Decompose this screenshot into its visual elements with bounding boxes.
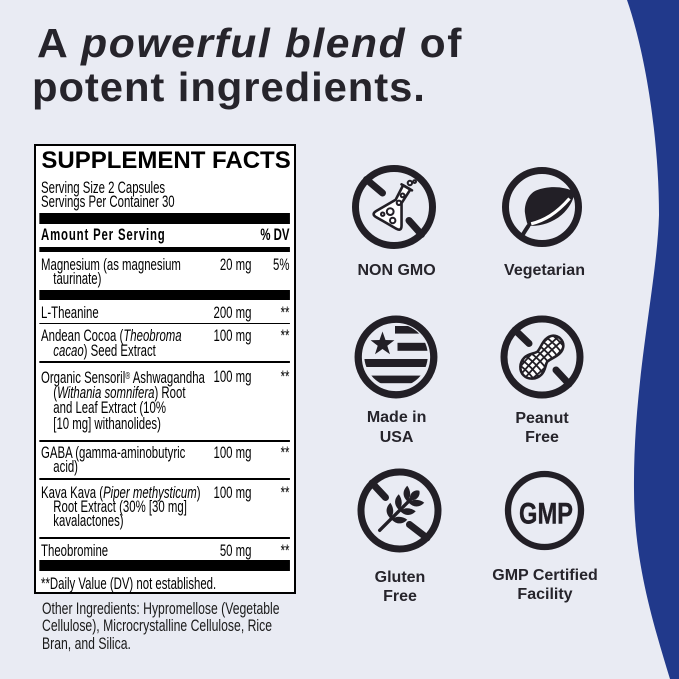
svg-text:GMP: GMP — [519, 497, 573, 530]
